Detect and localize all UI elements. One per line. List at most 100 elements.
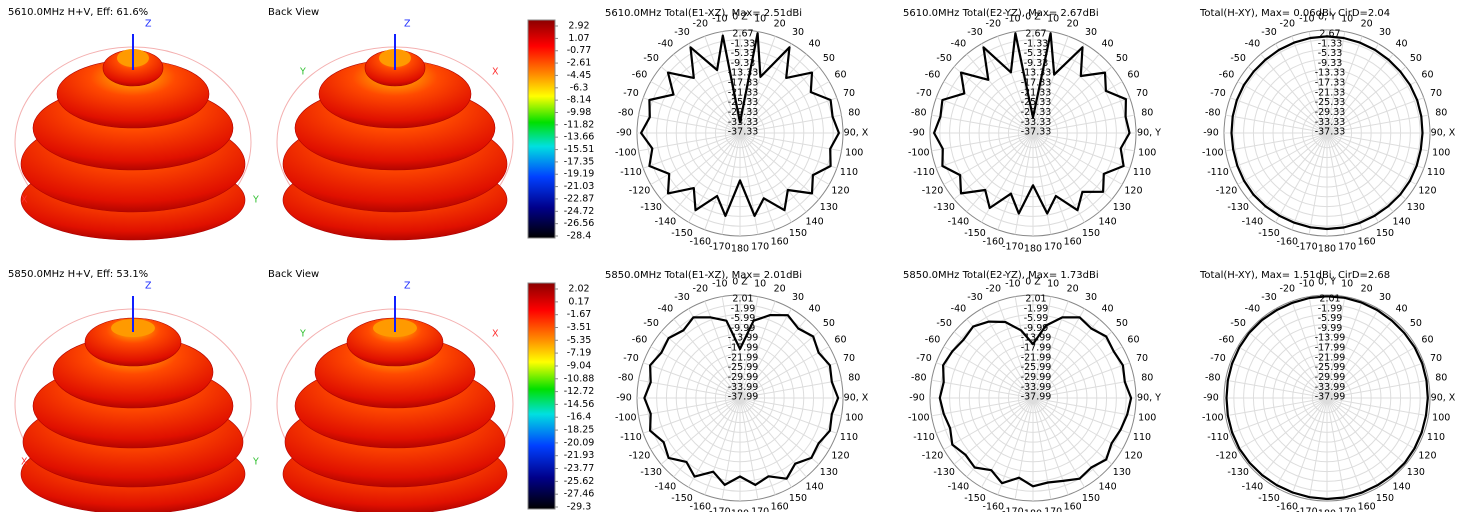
radial-label: -29.99 bbox=[1021, 372, 1052, 383]
angle-label: 160 bbox=[1358, 237, 1376, 248]
grid-spoke bbox=[981, 308, 1034, 399]
angle-label: 170 bbox=[751, 507, 769, 512]
angle-label: 140 bbox=[805, 216, 823, 227]
angle-label: -100 bbox=[1202, 148, 1224, 159]
grid-spoke bbox=[673, 132, 741, 213]
grid-spoke bbox=[1225, 379, 1328, 399]
grid-spoke bbox=[643, 397, 741, 434]
angle-label: -160 bbox=[690, 237, 712, 248]
angle-label: -40 bbox=[1245, 39, 1261, 50]
angle-label: -60 bbox=[1219, 335, 1235, 346]
grid-spoke bbox=[1326, 379, 1429, 399]
angle-label: -90 bbox=[616, 128, 632, 139]
radial-label: -25.99 bbox=[1315, 362, 1346, 373]
grid-spoke bbox=[1032, 132, 1130, 169]
axis-letter: Z bbox=[404, 281, 411, 292]
angle-label: -120 bbox=[629, 451, 651, 462]
grid-spoke bbox=[1032, 132, 1123, 185]
grid-spoke bbox=[966, 318, 1034, 399]
angle-label: 0 Z bbox=[732, 277, 748, 288]
angle-label: 150 bbox=[1082, 228, 1100, 239]
radial-label: -17.33 bbox=[1315, 78, 1346, 89]
angle-label: 120 bbox=[1418, 451, 1436, 462]
grid-spoke bbox=[739, 132, 792, 223]
grid-spoke bbox=[643, 132, 741, 169]
grid-spoke bbox=[997, 301, 1034, 399]
radial-label: -1.33 bbox=[1318, 38, 1343, 49]
angle-label: 150 bbox=[1082, 493, 1100, 504]
grid-spoke bbox=[1308, 31, 1328, 134]
radial-label: -5.33 bbox=[1318, 48, 1343, 59]
angle-label: 170 bbox=[1044, 242, 1062, 253]
radial-label: -1.99 bbox=[1318, 303, 1343, 314]
grid-spoke bbox=[997, 397, 1034, 495]
colorbar bbox=[527, 19, 556, 239]
radial-label: -13.33 bbox=[728, 68, 759, 79]
grid-spoke bbox=[1326, 132, 1346, 235]
grid-spoke bbox=[1326, 132, 1394, 213]
angle-label: -140 bbox=[655, 216, 677, 227]
grid-spoke bbox=[1275, 132, 1328, 223]
radial-label: -33.33 bbox=[1315, 117, 1346, 128]
angle-label: 170 bbox=[1044, 507, 1062, 512]
angle-label: 110 bbox=[1133, 432, 1151, 443]
grid-spoke bbox=[966, 132, 1034, 213]
angle-label: 170 bbox=[1338, 507, 1356, 512]
angle-label: 60 bbox=[1127, 335, 1139, 346]
grid-spoke bbox=[1308, 397, 1328, 500]
grid-spoke bbox=[1326, 346, 1417, 399]
angle-label: -70 bbox=[623, 353, 639, 364]
grid-spoke bbox=[953, 331, 1034, 399]
radial-label: -13.33 bbox=[1315, 68, 1346, 79]
grid-spoke bbox=[739, 81, 830, 134]
angle-label: -120 bbox=[1216, 186, 1238, 197]
angle-label: -60 bbox=[632, 70, 648, 81]
angle-label: -60 bbox=[925, 70, 941, 81]
view-title: Back View bbox=[268, 7, 319, 18]
grid-spoke bbox=[1291, 397, 1328, 495]
angle-label: 50 bbox=[823, 318, 835, 329]
colorbar-label: -26.56 bbox=[564, 218, 595, 229]
angle-label: 160 bbox=[771, 502, 789, 512]
angle-label: -80 bbox=[911, 372, 927, 383]
grid-spoke bbox=[739, 114, 842, 134]
angle-label: 0, Y bbox=[1318, 277, 1336, 288]
radial-label: -5.33 bbox=[731, 48, 756, 59]
angle-label: 100 bbox=[845, 413, 863, 424]
colorbar-label: -2.61 bbox=[567, 58, 592, 69]
grid-spoke bbox=[643, 97, 741, 134]
colorbar-label: -6.3 bbox=[570, 82, 589, 93]
grid-spoke bbox=[739, 379, 842, 399]
colorbar-label: 2.02 bbox=[568, 284, 589, 295]
angle-label: 140 bbox=[1392, 216, 1410, 227]
radial-label: -9.33 bbox=[1024, 58, 1049, 69]
grid-spoke bbox=[1225, 132, 1328, 152]
angle-label: -140 bbox=[948, 481, 970, 492]
grid-spoke bbox=[1326, 114, 1429, 134]
angle-label: -90 bbox=[1203, 128, 1219, 139]
radial-label: -5.99 bbox=[731, 313, 756, 324]
grid-spoke bbox=[673, 53, 741, 134]
grid-spoke bbox=[1032, 132, 1100, 213]
colorbar-label: 2.92 bbox=[568, 21, 589, 32]
angle-label: 90, X bbox=[844, 128, 869, 139]
angle-label: 0, Y bbox=[1318, 12, 1336, 23]
grid-spoke bbox=[673, 397, 741, 478]
grid-spoke bbox=[1326, 397, 1363, 495]
grid-spoke bbox=[1326, 397, 1346, 500]
angle-label: -130 bbox=[1227, 467, 1249, 478]
angle-label: -110 bbox=[620, 432, 642, 443]
radial-label: -33.99 bbox=[1315, 382, 1346, 393]
grid-spoke bbox=[1260, 53, 1328, 134]
angle-label: 90, Y bbox=[1137, 393, 1161, 404]
grid-spoke bbox=[1032, 36, 1069, 134]
angle-label: -20 bbox=[1280, 18, 1296, 29]
grid-spoke bbox=[1032, 43, 1085, 134]
angle-label: 60 bbox=[834, 70, 846, 81]
radial-label: -13.33 bbox=[1021, 68, 1052, 79]
angle-label: 50 bbox=[823, 53, 835, 64]
chart-title: 5850.0MHz Total(E1-XZ), Max= 2.01dBi bbox=[605, 270, 802, 281]
angle-label: -110 bbox=[620, 167, 642, 178]
grid-spoke bbox=[1032, 132, 1069, 230]
radial-label: -21.99 bbox=[1315, 352, 1346, 363]
